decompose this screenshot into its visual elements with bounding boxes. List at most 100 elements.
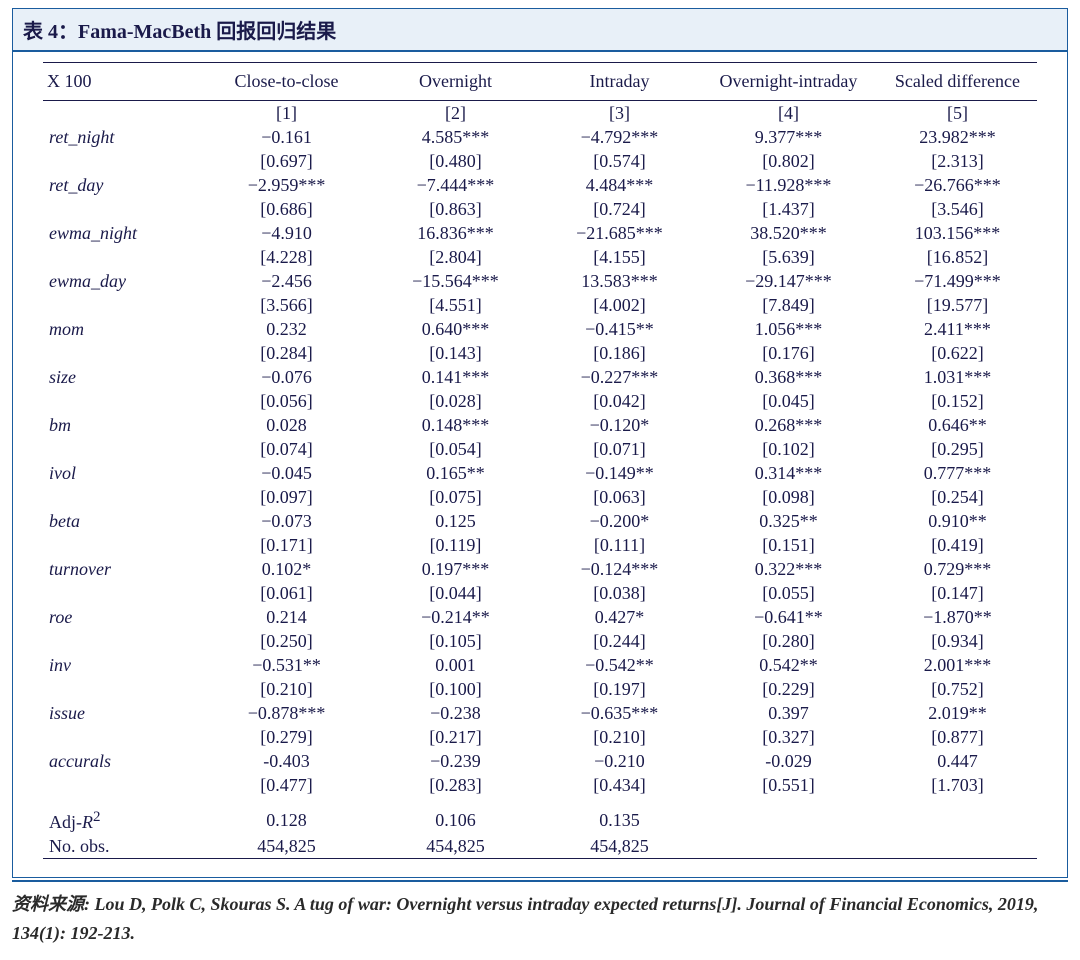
table-cell: −15.564*** xyxy=(371,269,540,293)
table-row: [0.477][0.283][0.434][0.551][1.703] xyxy=(43,773,1037,797)
table-cell: [0.863] xyxy=(371,197,540,221)
table-card: 表 4：Fama-MacBeth 回报回归结果 X 100Close-to-cl… xyxy=(12,8,1068,878)
row-label: ewma_night xyxy=(43,221,202,245)
table-cell: 1.056*** xyxy=(699,317,878,341)
table-row: [0.284][0.143][0.186][0.176][0.622] xyxy=(43,341,1037,365)
table-row: [0.056][0.028][0.042][0.045][0.152] xyxy=(43,389,1037,413)
table-cell: [4.228] xyxy=(202,245,371,269)
row-label xyxy=(43,149,202,173)
table-cell: 0.141*** xyxy=(371,365,540,389)
row-label xyxy=(43,101,202,126)
table-cell: [0.147] xyxy=(878,581,1037,605)
table-cell: 2.411*** xyxy=(878,317,1037,341)
table-cell: 0.028 xyxy=(202,413,371,437)
table-cell: [0.877] xyxy=(878,725,1037,749)
table-cell xyxy=(878,834,1037,859)
table-cell: 0.106 xyxy=(371,807,540,834)
table-cell: −0.073 xyxy=(202,509,371,533)
table-cell: 454,825 xyxy=(371,834,540,859)
table-cell: 0.165** xyxy=(371,461,540,485)
table-cell: 0.125 xyxy=(371,509,540,533)
table-cell: [0.724] xyxy=(540,197,699,221)
row-label xyxy=(43,533,202,557)
table-cell: 0.368*** xyxy=(699,365,878,389)
table-cell: 454,825 xyxy=(540,834,699,859)
table-row: ret_day−2.959***−7.444***4.484***−11.928… xyxy=(43,173,1037,197)
table-row: [0.097][0.075][0.063][0.098][0.254] xyxy=(43,485,1037,509)
table-cell: [0.697] xyxy=(202,149,371,173)
table-row: accurals-0.403−0.239−0.210-0.0290.447 xyxy=(43,749,1037,773)
table-row: [0.171][0.119][0.111][0.151][0.419] xyxy=(43,533,1037,557)
table-cell: 0.314*** xyxy=(699,461,878,485)
table-row: Adj-R20.1280.1060.135 xyxy=(43,807,1037,834)
table-cell: -0.029 xyxy=(699,749,878,773)
table-cell: [0.295] xyxy=(878,437,1037,461)
table-cell: −0.045 xyxy=(202,461,371,485)
table-cell: [0.071] xyxy=(540,437,699,461)
table-cell: [0.686] xyxy=(202,197,371,221)
table-row: [1][2][3][4][5] xyxy=(43,101,1037,126)
table-cell: 38.520*** xyxy=(699,221,878,245)
row-label xyxy=(43,677,202,701)
table-cell: [2.313] xyxy=(878,149,1037,173)
table-cell: [0.244] xyxy=(540,629,699,653)
table-cell: [0.061] xyxy=(202,581,371,605)
row-label: roe xyxy=(43,605,202,629)
table-cell: [0.176] xyxy=(699,341,878,365)
table-cell: [0.419] xyxy=(878,533,1037,557)
table-row: [0.210][0.100][0.197][0.229][0.752] xyxy=(43,677,1037,701)
table-header-row: X 100Close-to-closeOvernightIntradayOver… xyxy=(43,63,1037,101)
row-label: ewma_day xyxy=(43,269,202,293)
table-cell: 23.982*** xyxy=(878,125,1037,149)
source-citation: 资料来源: Lou D, Polk C, Skouras S. A tug of… xyxy=(12,890,1068,948)
table-cell: [5] xyxy=(878,101,1037,126)
table-cell: 0.102* xyxy=(202,557,371,581)
table-cell: [0.551] xyxy=(699,773,878,797)
table-cell: [0.042] xyxy=(540,389,699,413)
table-row: roe0.214−0.214**0.427*−0.641**−1.870** xyxy=(43,605,1037,629)
table-cell: [0.284] xyxy=(202,341,371,365)
table-row: [0.061][0.044][0.038][0.055][0.147] xyxy=(43,581,1037,605)
table-cell: 0.910** xyxy=(878,509,1037,533)
table-row: mom0.2320.640***−0.415**1.056***2.411*** xyxy=(43,317,1037,341)
table-cell: [0.210] xyxy=(202,677,371,701)
row-label: bm xyxy=(43,413,202,437)
table-cell: [0.250] xyxy=(202,629,371,653)
table-cell: −0.210 xyxy=(540,749,699,773)
table-cell: [4.551] xyxy=(371,293,540,317)
table-cell: −29.147*** xyxy=(699,269,878,293)
row-label: Adj-R2 xyxy=(43,807,202,834)
table-row: [0.697][0.480][0.574][0.802][2.313] xyxy=(43,149,1037,173)
table-cell: 0.001 xyxy=(371,653,540,677)
table-cell: −0.120* xyxy=(540,413,699,437)
table-row: [0.250][0.105][0.244][0.280][0.934] xyxy=(43,629,1037,653)
table-row: [0.074][0.054][0.071][0.102][0.295] xyxy=(43,437,1037,461)
table-cell: [0.283] xyxy=(371,773,540,797)
table-cell: [0.434] xyxy=(540,773,699,797)
table-row: bm0.0280.148***−0.120*0.268***0.646** xyxy=(43,413,1037,437)
table-cell: 0.148*** xyxy=(371,413,540,437)
table-cell xyxy=(699,807,878,834)
table-row: issue−0.878***−0.238−0.635***0.3972.019*… xyxy=(43,701,1037,725)
table-cell: −0.635*** xyxy=(540,701,699,725)
table-cell: 0.542** xyxy=(699,653,878,677)
table-cell: [3] xyxy=(540,101,699,126)
table-cell: [0.056] xyxy=(202,389,371,413)
row-label: beta xyxy=(43,509,202,533)
table-cell: [3.566] xyxy=(202,293,371,317)
table-cell: [0.934] xyxy=(878,629,1037,653)
table-cell: 0.777*** xyxy=(878,461,1037,485)
table-cell: [0.044] xyxy=(371,581,540,605)
table-cell: [0.279] xyxy=(202,725,371,749)
row-label: ret_day xyxy=(43,173,202,197)
table-cell: [7.849] xyxy=(699,293,878,317)
table-cell: −0.214** xyxy=(371,605,540,629)
table-cell: [0.229] xyxy=(699,677,878,701)
row-label xyxy=(43,437,202,461)
table-cell: −21.685*** xyxy=(540,221,699,245)
table-row: ivol−0.0450.165**−0.149**0.314***0.777**… xyxy=(43,461,1037,485)
table-cell: −0.200* xyxy=(540,509,699,533)
table-row: ewma_night−4.91016.836***−21.685***38.52… xyxy=(43,221,1037,245)
table-cell: [1.703] xyxy=(878,773,1037,797)
table-cell: 0.646** xyxy=(878,413,1037,437)
